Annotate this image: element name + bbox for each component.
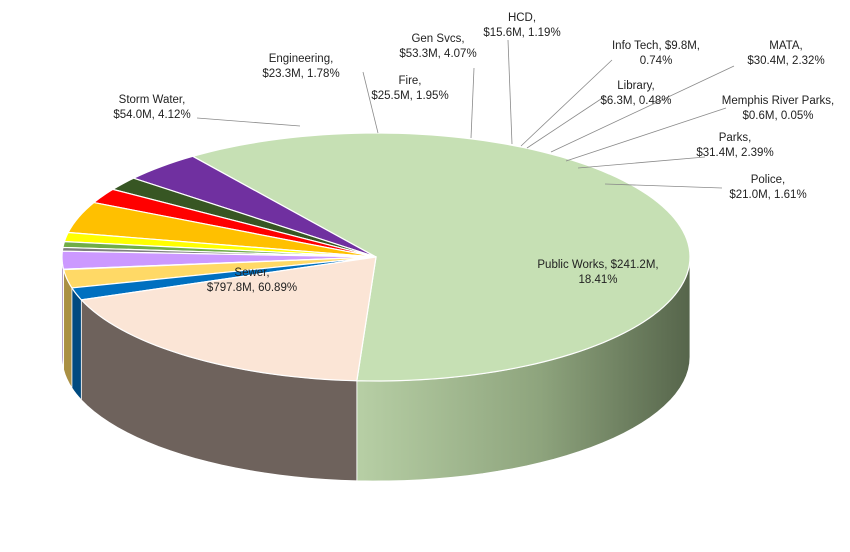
- slice-value-hcd: $15.6M, 1.19%: [483, 27, 560, 39]
- slice-labels: Sewer, $797.8M, 60.89% Storm Water, $54.0M,…: [113, 12, 834, 294]
- leader-line-police: [604, 183, 723, 189]
- leader-lines: [196, 39, 735, 189]
- slice-fire: [93, 188, 377, 258]
- pie-side-layer: [61, 256, 691, 482]
- slice-value-info-tech: 0.74%: [640, 55, 673, 67]
- leader-line-gen-svcs: [470, 67, 475, 139]
- slice-sewer: [192, 132, 691, 382]
- slice-value-library: $6.3M, 0.48%: [601, 95, 672, 107]
- slice-value-parks: $31.4M, 2.39%: [696, 147, 773, 159]
- slice-label-info-tech: Info Tech, $9.8M,: [612, 40, 700, 52]
- slice-label-police: Police,: [751, 174, 786, 186]
- leader-line-memphis-river-parks: [565, 107, 727, 162]
- slice-label-engineering: Engineering,: [269, 53, 334, 65]
- slice-value-fire: $25.5M, 1.95%: [371, 90, 448, 102]
- slice-label-storm-water: Storm Water,: [119, 94, 186, 106]
- leader-line-info-tech: [520, 59, 613, 147]
- slice-value-sewer: $797.8M, 60.89%: [207, 282, 297, 294]
- slice-engineering: [112, 177, 377, 258]
- leader-line-engineering: [362, 71, 379, 134]
- slice-label-parks: Parks,: [719, 132, 752, 144]
- slice-mata: [61, 250, 377, 270]
- slice-value-public-works: 18.41%: [578, 274, 617, 286]
- slice-value-police: $21.0M, 1.61%: [729, 189, 806, 201]
- slice-value-gen-svcs: $53.3M, 4.07%: [399, 48, 476, 60]
- leader-line-parks: [577, 156, 706, 169]
- leader-line-hcd: [507, 39, 513, 145]
- slice-label-sewer: Sewer,: [234, 267, 269, 279]
- slice-value-engineering: $23.3M, 1.78%: [262, 68, 339, 80]
- slice-label-hcd: HCD,: [508, 12, 536, 24]
- slice-label-mata: MATA,: [769, 40, 802, 52]
- slice-storm-water: [132, 155, 377, 258]
- slice-gen-svcs: [67, 201, 377, 258]
- slice-label-library: Library,: [617, 80, 655, 92]
- slice-value-memphis-river-parks: $0.6M, 0.05%: [743, 110, 814, 122]
- slice-label-gen-svcs: Gen Svcs,: [411, 33, 464, 45]
- slice-side-parks: [63, 269, 73, 390]
- slice-side-police: [71, 286, 82, 401]
- slice-value-storm-water: $54.0M, 4.12%: [113, 109, 190, 121]
- leader-line-storm-water: [196, 117, 301, 127]
- leader-line-library: [526, 96, 605, 149]
- leader-line-mata: [550, 65, 735, 153]
- pie-top-layer: [61, 132, 691, 382]
- slice-label-public-works: Public Works, $241.2M,: [537, 259, 658, 271]
- slice-value-mata: $30.4M, 2.32%: [747, 55, 824, 67]
- slice-public-works: [80, 256, 377, 382]
- slice-label-memphis-river-parks: Memphis River Parks,: [722, 95, 834, 107]
- slice-label-fire: Fire,: [399, 75, 422, 87]
